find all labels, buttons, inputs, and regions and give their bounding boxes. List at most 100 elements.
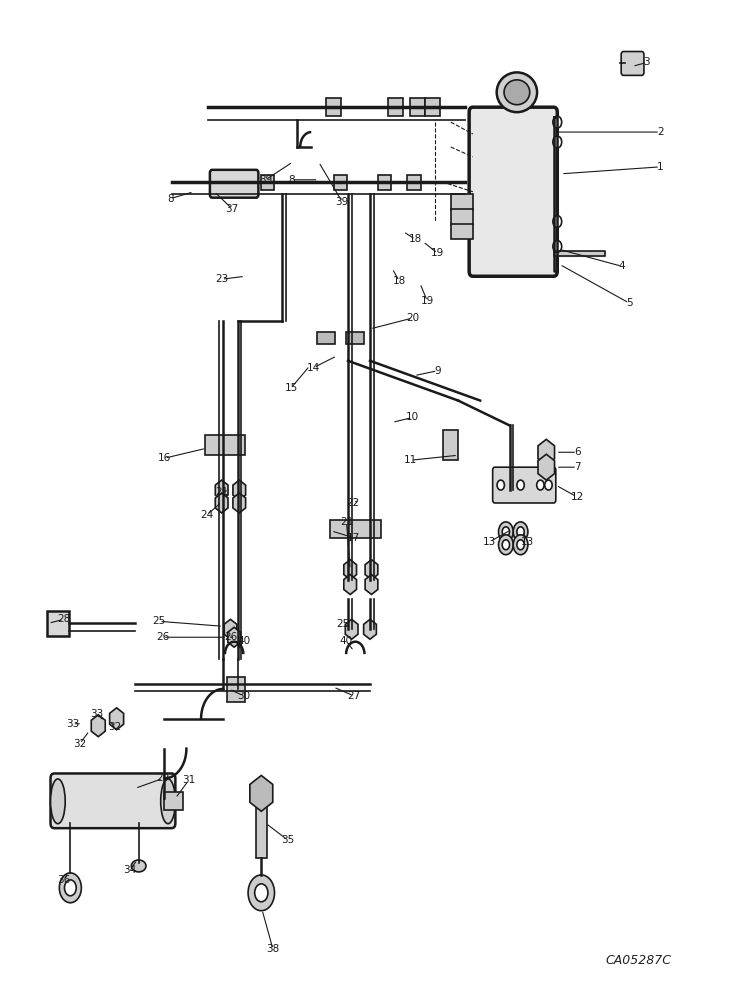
Text: 22: 22 bbox=[346, 498, 360, 508]
Text: 33: 33 bbox=[66, 719, 79, 729]
Text: 8: 8 bbox=[288, 175, 295, 185]
Text: 23: 23 bbox=[215, 274, 228, 284]
Text: 14: 14 bbox=[307, 363, 320, 373]
Text: 38: 38 bbox=[266, 944, 280, 954]
Circle shape bbox=[553, 136, 562, 148]
Circle shape bbox=[499, 535, 514, 555]
Circle shape bbox=[514, 522, 528, 542]
FancyBboxPatch shape bbox=[50, 773, 175, 828]
Text: 11: 11 bbox=[404, 455, 417, 465]
Bar bbox=[346, 332, 364, 344]
Text: 20: 20 bbox=[406, 313, 419, 323]
Text: 39: 39 bbox=[335, 197, 349, 207]
Text: 18: 18 bbox=[409, 234, 422, 244]
Text: 17: 17 bbox=[347, 533, 360, 543]
Circle shape bbox=[502, 540, 510, 550]
FancyBboxPatch shape bbox=[493, 467, 556, 503]
FancyBboxPatch shape bbox=[210, 170, 258, 198]
Text: 10: 10 bbox=[406, 412, 419, 422]
Text: 25: 25 bbox=[152, 616, 166, 626]
Text: 4: 4 bbox=[619, 261, 625, 271]
Bar bbox=[451, 209, 473, 225]
Circle shape bbox=[545, 480, 552, 490]
Circle shape bbox=[248, 875, 275, 911]
Text: 7: 7 bbox=[574, 462, 580, 472]
Text: 30: 30 bbox=[237, 691, 250, 701]
Circle shape bbox=[553, 116, 562, 128]
Bar bbox=[451, 224, 473, 239]
Bar bbox=[425, 98, 440, 116]
Circle shape bbox=[553, 240, 562, 252]
Bar bbox=[326, 98, 340, 116]
Text: 31: 31 bbox=[182, 775, 195, 785]
FancyBboxPatch shape bbox=[621, 52, 644, 75]
Bar bbox=[47, 611, 69, 636]
Text: 37: 37 bbox=[225, 204, 238, 214]
Text: 24: 24 bbox=[201, 510, 214, 520]
Text: 2: 2 bbox=[657, 127, 664, 137]
Text: 8: 8 bbox=[167, 194, 174, 204]
Text: 15: 15 bbox=[285, 383, 298, 393]
Text: 3: 3 bbox=[644, 57, 650, 67]
Text: 19: 19 bbox=[431, 248, 444, 258]
Text: 36: 36 bbox=[57, 875, 70, 885]
Text: 39: 39 bbox=[259, 175, 272, 185]
Circle shape bbox=[514, 535, 528, 555]
Circle shape bbox=[536, 480, 544, 490]
Text: 13: 13 bbox=[483, 537, 497, 547]
Bar bbox=[378, 175, 391, 190]
Ellipse shape bbox=[497, 72, 537, 112]
Text: 21: 21 bbox=[215, 487, 228, 497]
Bar bbox=[329, 520, 381, 538]
Bar bbox=[226, 677, 245, 702]
Bar bbox=[205, 435, 245, 455]
Text: 6: 6 bbox=[574, 447, 580, 457]
Circle shape bbox=[553, 216, 562, 228]
Text: 40: 40 bbox=[340, 636, 353, 646]
Text: 25: 25 bbox=[336, 619, 349, 629]
Ellipse shape bbox=[131, 860, 146, 872]
Text: 26: 26 bbox=[156, 632, 169, 642]
Bar bbox=[256, 798, 267, 858]
Text: 21: 21 bbox=[340, 517, 353, 527]
Circle shape bbox=[517, 480, 524, 490]
Circle shape bbox=[502, 527, 510, 537]
Text: 32: 32 bbox=[109, 722, 122, 732]
Text: 28: 28 bbox=[57, 614, 70, 624]
Ellipse shape bbox=[50, 779, 65, 824]
Text: 34: 34 bbox=[124, 865, 136, 875]
Circle shape bbox=[59, 873, 81, 903]
Bar bbox=[260, 175, 274, 190]
Text: 18: 18 bbox=[393, 276, 406, 286]
Text: 27: 27 bbox=[347, 691, 360, 701]
Text: 5: 5 bbox=[626, 298, 633, 308]
Bar bbox=[317, 332, 334, 344]
Bar bbox=[388, 98, 403, 116]
Text: 13: 13 bbox=[521, 537, 534, 547]
Circle shape bbox=[64, 880, 76, 896]
Bar bbox=[451, 194, 473, 210]
Text: 32: 32 bbox=[73, 739, 87, 749]
Circle shape bbox=[499, 522, 514, 542]
Text: 1: 1 bbox=[657, 162, 664, 172]
Text: 16: 16 bbox=[158, 453, 171, 463]
Text: 29: 29 bbox=[156, 773, 169, 783]
Ellipse shape bbox=[504, 80, 530, 105]
Text: 40: 40 bbox=[237, 636, 250, 646]
Polygon shape bbox=[554, 251, 605, 256]
Circle shape bbox=[255, 884, 268, 902]
FancyBboxPatch shape bbox=[469, 107, 557, 276]
Bar bbox=[334, 175, 347, 190]
Text: 35: 35 bbox=[281, 835, 295, 845]
Text: 9: 9 bbox=[434, 366, 441, 376]
Circle shape bbox=[517, 527, 524, 537]
Text: 19: 19 bbox=[420, 296, 434, 306]
Circle shape bbox=[497, 480, 505, 490]
Bar bbox=[164, 792, 183, 810]
Circle shape bbox=[517, 540, 524, 550]
Text: 33: 33 bbox=[90, 709, 104, 719]
Text: 26: 26 bbox=[223, 632, 237, 642]
Text: CA05287C: CA05287C bbox=[605, 954, 671, 967]
Bar bbox=[408, 175, 420, 190]
Text: 12: 12 bbox=[571, 492, 584, 502]
